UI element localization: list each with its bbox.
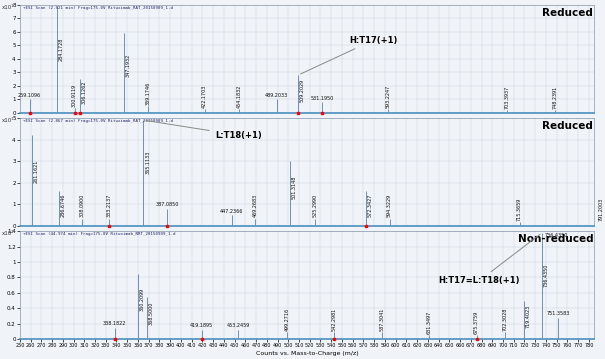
Text: +ESI Scan (2.921 min) Frag=175.0V Rituximab_RAT_20150909_1.d: +ESI Scan (2.921 min) Frag=175.0V Rituxi… (23, 6, 172, 10)
Text: 347.1932: 347.1932 (126, 53, 131, 77)
Text: 572.3427: 572.3427 (368, 194, 373, 217)
Text: 499.2716: 499.2716 (285, 308, 290, 331)
Text: x10¹: x10¹ (2, 5, 14, 10)
Text: Reduced: Reduced (542, 8, 593, 18)
Text: 501.3148: 501.3148 (292, 176, 296, 199)
Text: Non-reduced: Non-reduced (517, 234, 593, 244)
Text: 702.3028: 702.3028 (503, 308, 508, 331)
Text: 419.1895: 419.1895 (190, 323, 213, 328)
Text: x10¹: x10¹ (2, 118, 14, 123)
Text: 306.1262: 306.1262 (82, 81, 87, 104)
Text: 469.2683: 469.2683 (253, 194, 258, 218)
Text: 542.2981: 542.2981 (331, 308, 336, 331)
Text: 259.1096: 259.1096 (18, 93, 41, 98)
Text: 525.2990: 525.2990 (313, 194, 318, 218)
Text: 453.2459: 453.2459 (226, 323, 250, 328)
Text: L:T18(+1): L:T18(+1) (146, 121, 261, 140)
Text: 791.2003: 791.2003 (598, 197, 603, 221)
Text: 719.4023: 719.4023 (526, 304, 531, 328)
Text: 422.1703: 422.1703 (202, 84, 207, 108)
Text: x10¹: x10¹ (2, 231, 14, 236)
Text: 489.2033: 489.2033 (265, 93, 289, 98)
Text: 286.6746: 286.6746 (61, 194, 66, 217)
Text: 675.3759: 675.3759 (474, 310, 479, 334)
Text: +ESI Scan (2.867 min) Frag=175.0V Rituximab_RAT_20150909_1.d: +ESI Scan (2.867 min) Frag=175.0V Rituxi… (23, 119, 172, 123)
Text: 736.4350: 736.4350 (544, 264, 549, 287)
X-axis label: Counts vs. Mass-to-Charge (m/z): Counts vs. Mass-to-Charge (m/z) (256, 351, 358, 356)
Text: 365.1133: 365.1133 (145, 151, 150, 174)
Text: 369.1746: 369.1746 (145, 82, 150, 105)
Text: 360.2099: 360.2099 (140, 288, 145, 312)
Text: 531.1950: 531.1950 (310, 95, 333, 101)
Text: Reduced: Reduced (542, 121, 593, 131)
Text: 447.2366: 447.2366 (220, 209, 243, 214)
Text: 387.0850: 387.0850 (155, 202, 178, 207)
Text: 587.3041: 587.3041 (379, 308, 385, 331)
Text: H:T17(+1): H:T17(+1) (301, 36, 397, 74)
Text: H:T17=L:T18(+1): H:T17=L:T18(+1) (439, 234, 540, 285)
Text: 593.2247: 593.2247 (386, 85, 391, 108)
Text: 736.4350: 736.4350 (545, 233, 568, 238)
Text: 454.1832: 454.1832 (237, 84, 241, 108)
Text: 261.1621: 261.1621 (33, 160, 39, 183)
Text: 368.5000: 368.5000 (149, 302, 154, 326)
Text: 631.3497: 631.3497 (427, 310, 432, 334)
Text: 333.2137: 333.2137 (106, 194, 112, 218)
Text: 338.1822: 338.1822 (103, 321, 126, 326)
Text: 308.0900: 308.0900 (80, 194, 85, 218)
Text: 751.3583: 751.3583 (546, 311, 570, 316)
Text: 715.3659: 715.3659 (517, 197, 522, 221)
Text: 300.9119: 300.9119 (72, 84, 77, 107)
Text: 748.2391: 748.2391 (552, 86, 557, 109)
Text: 703.3937: 703.3937 (504, 86, 509, 109)
Text: 594.3229: 594.3229 (387, 194, 392, 218)
Text: 284.1728: 284.1728 (58, 37, 64, 61)
Text: +ESI Scan (44.974 min) Frag=175.0V Rituximab_NRT_20150909_1.d: +ESI Scan (44.974 min) Frag=175.0V Ritux… (23, 232, 175, 236)
Text: 509.2029: 509.2029 (300, 79, 305, 102)
